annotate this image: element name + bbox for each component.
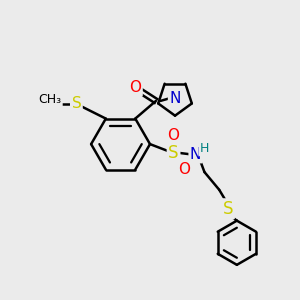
Text: N: N [169, 91, 181, 106]
Text: O: O [168, 128, 180, 143]
Text: H: H [200, 142, 209, 155]
Text: S: S [71, 96, 81, 111]
Text: O: O [129, 80, 141, 95]
Text: S: S [223, 200, 233, 218]
Text: CH₃: CH₃ [38, 93, 61, 106]
Text: S: S [168, 144, 179, 162]
Text: N: N [190, 147, 201, 162]
Text: O: O [178, 162, 190, 177]
